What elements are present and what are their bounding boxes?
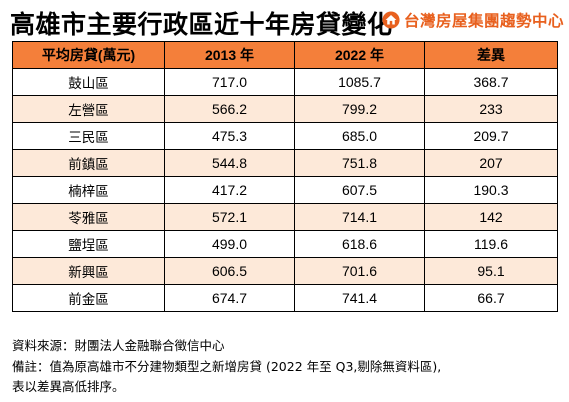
brand-name: 台灣房屋集團趨勢中心 xyxy=(404,12,565,30)
diff-cell: 207 xyxy=(424,149,558,177)
diff-cell: 233 xyxy=(424,95,558,123)
header-district: 平均房貸(萬元) xyxy=(12,41,165,69)
diff-cell: 119.6 xyxy=(424,230,558,258)
table-row: 三民區 475.3 685.0 209.7 xyxy=(12,122,558,150)
table-row: 楠梓區 417.2 607.5 190.3 xyxy=(12,176,558,204)
value-2013-cell: 606.5 xyxy=(164,257,295,285)
table-row: 鹽埕區 499.0 618.6 119.6 xyxy=(12,230,558,258)
diff-cell: 142 xyxy=(424,203,558,231)
value-2013-cell: 674.7 xyxy=(164,284,295,312)
district-cell: 前鎮區 xyxy=(12,149,165,177)
value-2013-cell: 475.3 xyxy=(164,122,295,150)
value-2013-cell: 417.2 xyxy=(164,176,295,204)
diff-cell: 95.1 xyxy=(424,257,558,285)
value-2022-cell: 751.8 xyxy=(294,149,425,177)
value-2022-cell: 685.0 xyxy=(294,122,425,150)
diff-cell: 66.7 xyxy=(424,284,558,312)
table-row: 前金區 674.7 741.4 66.7 xyxy=(12,284,558,312)
value-2013-cell: 717.0 xyxy=(164,68,295,96)
header-2013: 2013 年 xyxy=(164,41,295,69)
district-cell: 苓雅區 xyxy=(12,203,165,231)
diff-cell: 190.3 xyxy=(424,176,558,204)
header: 高雄市主要行政區近十年房貸變化 台灣房屋集團趨勢中心 xyxy=(0,0,569,40)
value-2022-cell: 741.4 xyxy=(294,284,425,312)
diff-cell: 368.7 xyxy=(424,68,558,96)
page-title: 高雄市主要行政區近十年房貸變化 xyxy=(10,10,393,39)
value-2022-cell: 1085.7 xyxy=(294,68,425,96)
diff-cell: 209.7 xyxy=(424,122,558,150)
value-2022-cell: 701.6 xyxy=(294,257,425,285)
value-2013-cell: 566.2 xyxy=(164,95,295,123)
value-2022-cell: 799.2 xyxy=(294,95,425,123)
district-cell: 新興區 xyxy=(12,257,165,285)
table-row: 左營區 566.2 799.2 233 xyxy=(12,95,558,123)
header-diff: 差異 xyxy=(424,41,558,69)
remark-note-continued: 表以差異高低排序。 xyxy=(12,379,125,394)
table-row: 苓雅區 572.1 714.1 142 xyxy=(12,203,558,231)
district-cell: 三民區 xyxy=(12,122,165,150)
district-cell: 左營區 xyxy=(12,95,165,123)
house-logo-icon xyxy=(382,11,400,29)
table-row: 前鎮區 544.8 751.8 207 xyxy=(12,149,558,177)
footnotes: 資料來源：財團法人金融聯合徵信中心 備註：值為原高雄市不分建物類型之新增房貸 (… xyxy=(12,336,441,398)
district-cell: 楠梓區 xyxy=(12,176,165,204)
value-2013-cell: 499.0 xyxy=(164,230,295,258)
district-cell: 前金區 xyxy=(12,284,165,312)
value-2013-cell: 572.1 xyxy=(164,203,295,231)
mortgage-table: 平均房貸(萬元) 2013 年 2022 年 差異 鼓山區 717.0 1085… xyxy=(12,41,558,312)
value-2022-cell: 714.1 xyxy=(294,203,425,231)
value-2022-cell: 607.5 xyxy=(294,176,425,204)
brand: 台灣房屋集團趨勢中心 xyxy=(382,9,564,31)
value-2013-cell: 544.8 xyxy=(164,149,295,177)
header-2022: 2022 年 xyxy=(294,41,425,69)
table-header-row: 平均房貸(萬元) 2013 年 2022 年 差異 xyxy=(12,41,558,69)
table-row: 鼓山區 717.0 1085.7 368.7 xyxy=(12,68,558,96)
district-cell: 鼓山區 xyxy=(12,68,165,96)
source-note: 資料來源：財團法人金融聯合徵信中心 xyxy=(12,338,225,353)
value-2022-cell: 618.6 xyxy=(294,230,425,258)
remark-note: 備註：值為原高雄市不分建物類型之新增房貸 (2022 年至 Q3,剔除無資料區)… xyxy=(12,358,442,374)
district-cell: 鹽埕區 xyxy=(12,230,165,258)
table-row: 新興區 606.5 701.6 95.1 xyxy=(12,257,558,285)
